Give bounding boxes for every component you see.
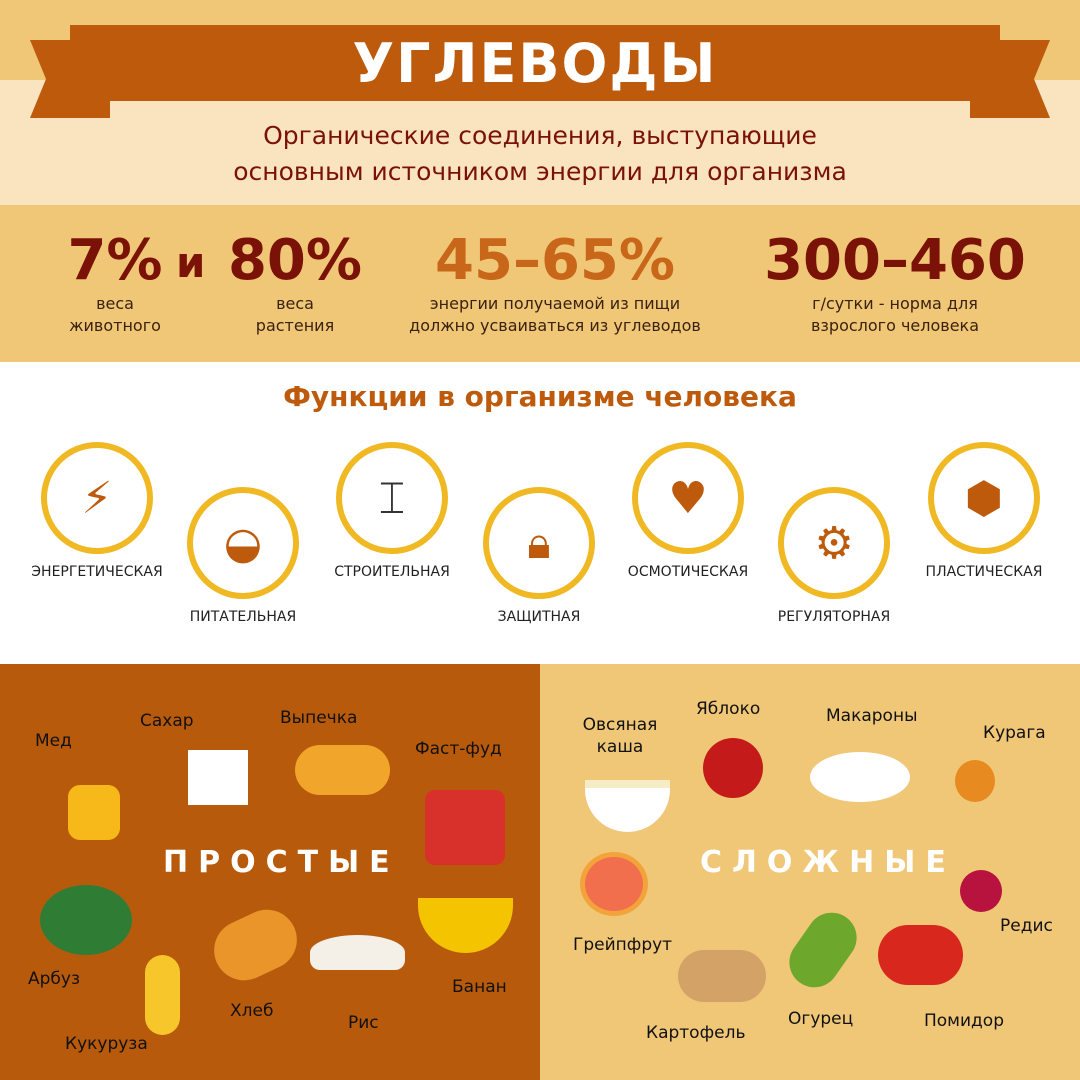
stat-value: 300–460 bbox=[764, 228, 1026, 293]
stat-energy: 45–65% энергии получаемой из пищи должно… bbox=[390, 228, 720, 337]
food-label: Выпечка bbox=[280, 708, 358, 728]
stat-caption: веса bbox=[96, 294, 134, 313]
stat-caption: растения bbox=[255, 316, 335, 335]
stat-caption: г/сутки - норма для bbox=[812, 294, 978, 313]
food-label: Огурец bbox=[788, 1009, 854, 1029]
simple-title: ПРОСТЫЕ bbox=[163, 845, 400, 880]
stat-caption: энергии получаемой из пищи bbox=[429, 294, 681, 313]
stat-caption: животного bbox=[69, 316, 161, 335]
pasta-icon bbox=[810, 752, 910, 802]
function-label: ПИТАТЕЛЬНАЯ bbox=[189, 609, 297, 625]
food-label: Банан bbox=[452, 977, 507, 997]
heart-icon: ♥ bbox=[632, 442, 744, 554]
simple-carbs-panel bbox=[0, 664, 540, 1080]
dried-apricot-icon bbox=[955, 760, 995, 802]
food-label: Хлеб bbox=[230, 1001, 274, 1021]
food-label: Курага bbox=[983, 723, 1046, 743]
function-protective: 🔒︎ ЗАЩИТНАЯ bbox=[454, 487, 624, 625]
apple-icon bbox=[703, 738, 763, 798]
food-label: Рис bbox=[348, 1013, 379, 1033]
potato-icon bbox=[678, 950, 766, 1002]
rice-icon bbox=[310, 935, 405, 970]
food-label: Кукуруза bbox=[65, 1034, 148, 1054]
food-label: Макароны bbox=[826, 706, 918, 726]
screwdriver-gear-icon: ⚙ bbox=[778, 487, 890, 599]
function-label: РЕГУЛЯТОРНАЯ bbox=[777, 609, 891, 625]
stat-value: 45–65% bbox=[435, 228, 675, 293]
function-regulatory: ⚙ РЕГУЛЯТОРНАЯ bbox=[749, 487, 919, 625]
function-osmotic: ♥ ОСМОТИЧЕСКАЯ bbox=[603, 442, 773, 580]
stat-plant: 80% веса растения bbox=[215, 228, 375, 337]
stat-value: 80% bbox=[227, 228, 363, 293]
sugar-icon bbox=[188, 750, 248, 805]
food-label: Мед bbox=[35, 731, 72, 751]
radish-icon bbox=[960, 870, 1002, 912]
function-label: ОСМОТИЧЕСКАЯ bbox=[627, 564, 749, 580]
food-label: Сахар bbox=[140, 711, 194, 731]
function-label: ЭНЕРГЕТИЧЕСКАЯ bbox=[31, 564, 163, 580]
stat-caption: взрослого человека bbox=[810, 316, 980, 335]
food-label: Грейпфрут bbox=[573, 935, 673, 955]
stat-norm: 300–460 г/сутки - норма для взрослого че… bbox=[750, 228, 1040, 337]
page-title: УГЛЕВОДЫ bbox=[352, 31, 718, 95]
padlock-icon: 🔒︎ bbox=[483, 487, 595, 599]
molecule-icon: ⬢ bbox=[928, 442, 1040, 554]
stat-caption: должно усваиваться из углеводов bbox=[409, 316, 701, 335]
honey-icon bbox=[68, 785, 120, 840]
corn-icon bbox=[145, 955, 180, 1035]
subtitle-line: основным источником энергии для организм… bbox=[233, 157, 847, 186]
function-nutritive: ◒ ПИТАТЕЛЬНАЯ bbox=[158, 487, 328, 625]
crane-icon: ⌶ bbox=[336, 442, 448, 554]
food-label: Фаст-фуд bbox=[415, 739, 502, 759]
functions-title: Функции в организме человека bbox=[283, 380, 797, 413]
food-label: Арбуз bbox=[28, 969, 81, 989]
food-label: Помидор bbox=[924, 1011, 1005, 1031]
food-label: Картофель bbox=[646, 1023, 746, 1043]
watermelon-icon bbox=[40, 885, 132, 955]
function-building: ⌶ СТРОИТЕЛЬНАЯ bbox=[307, 442, 477, 580]
function-label: ПЛАСТИЧЕСКАЯ bbox=[925, 564, 1043, 580]
subtitle-line: Органические соединения, выступающие bbox=[263, 121, 817, 150]
croissant-icon bbox=[295, 745, 390, 795]
phone-charger-icon: ⚡ bbox=[41, 442, 153, 554]
stat-and: и bbox=[176, 238, 206, 287]
function-label: ЗАЩИТНАЯ bbox=[497, 609, 581, 625]
function-energy: ⚡ ЭНЕРГЕТИЧЕСКАЯ bbox=[12, 442, 182, 580]
function-label: СТРОИТЕЛЬНАЯ bbox=[334, 564, 450, 580]
stats-band bbox=[0, 205, 1080, 362]
grapefruit-icon bbox=[580, 852, 648, 916]
fast-food-icon bbox=[425, 790, 505, 865]
stat-caption: веса bbox=[276, 294, 314, 313]
stat-value: 7% bbox=[67, 228, 163, 293]
complex-title: СЛОЖНЫЕ bbox=[700, 845, 956, 880]
subtitle: Органические соединения, выступающие осн… bbox=[0, 118, 1080, 190]
stat-animal: 7% веса животного bbox=[55, 228, 175, 337]
plate-fork-spoon-icon: ◒ bbox=[187, 487, 299, 599]
food-label: Овсяная каша bbox=[582, 715, 658, 757]
tomato-icon bbox=[878, 925, 963, 985]
title-ribbon: УГЛЕВОДЫ bbox=[70, 25, 1000, 101]
food-label: Яблоко bbox=[696, 699, 761, 719]
function-plastic: ⬢ ПЛАСТИЧЕСКАЯ bbox=[899, 442, 1069, 580]
food-label: Редис bbox=[1000, 916, 1053, 936]
